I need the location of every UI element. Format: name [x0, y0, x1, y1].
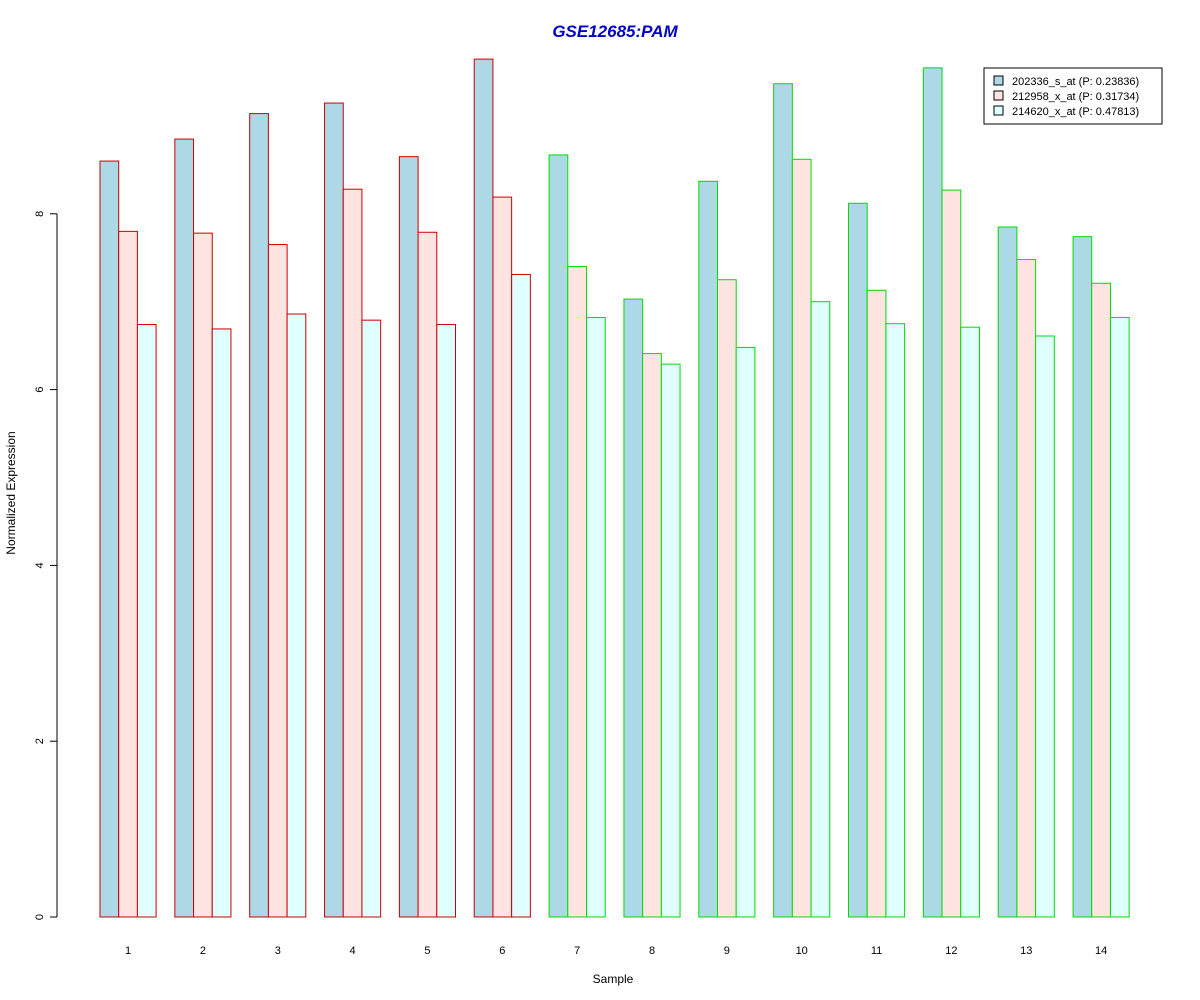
bar-sample-11-series-1 [848, 202, 868, 918]
bar-sample-13-series-3 [1035, 335, 1055, 918]
bar-sample-7-series-2 [567, 266, 587, 918]
legend-entry: 202336_s_at (P: 0.23836) [1012, 76, 1139, 88]
bar-sample-10-series-1 [773, 83, 793, 918]
y-axis: 0 2 4 6 8 [34, 211, 58, 920]
x-tick-label: 5 [424, 945, 430, 957]
bar-sample-8-series-1 [623, 298, 644, 918]
bar-sample-3-series-3 [286, 313, 307, 918]
bar-sample-1-series-1 [99, 160, 120, 918]
x-tick-label: 7 [574, 945, 580, 957]
y-axis-label: Normalized Expression [4, 431, 18, 554]
bar-sample-7-series-1 [548, 154, 569, 918]
bar-sample-14-series-1 [1072, 236, 1093, 918]
bar-sample-12-series-1 [922, 67, 943, 918]
x-tick-label: 2 [200, 945, 206, 957]
bar-sample-8-series-3 [660, 363, 681, 918]
bars-group [99, 58, 1130, 918]
bar-sample-4-series-1 [324, 102, 344, 918]
x-tick-label: 1 [125, 945, 131, 957]
y-tick-label: 0 [34, 914, 46, 920]
x-tick-label: 6 [499, 945, 505, 957]
bar-sample-2-series-3 [211, 328, 232, 918]
bar-sample-10-series-3 [810, 301, 831, 918]
bar-sample-14-series-2 [1091, 282, 1111, 918]
bar-sample-4-series-2 [342, 188, 363, 918]
bar-sample-5-series-1 [398, 156, 419, 918]
bar-sample-2-series-2 [193, 232, 213, 918]
bar-sample-4-series-3 [361, 319, 382, 918]
x-tick-label: 12 [945, 945, 957, 957]
x-tick-label: 3 [275, 945, 281, 957]
bar-sample-9-series-2 [717, 279, 737, 918]
bar-sample-8-series-2 [642, 353, 662, 918]
bar-sample-5-series-2 [417, 231, 438, 918]
legend: 202336_s_at (P: 0.23836) 212958_x_at (P: … [983, 67, 1163, 125]
x-tick-label: 13 [1020, 945, 1032, 957]
x-tick-label: 9 [724, 945, 730, 957]
bar-sample-11-series-2 [866, 289, 887, 918]
y-tick-label: 6 [34, 387, 46, 393]
bar-sample-13-series-1 [997, 226, 1018, 918]
x-tick-label: 14 [1095, 945, 1107, 957]
bar-sample-9-series-3 [735, 346, 756, 918]
bar-sample-1-series-3 [136, 324, 157, 918]
bar-sample-3-series-2 [267, 244, 288, 918]
bar-sample-5-series-3 [436, 324, 456, 918]
y-tick-label: 2 [34, 738, 46, 744]
legend-entry: 214620_x_at (P: 0.47813) [1012, 106, 1139, 118]
bar-sample-11-series-3 [885, 323, 906, 918]
chart-title: GSE12685:PAM [552, 22, 678, 41]
bar-sample-9-series-1 [698, 180, 718, 918]
legend-swatch [993, 90, 1004, 101]
y-tick-label: 8 [34, 211, 46, 217]
bar-sample-6-series-1 [473, 58, 494, 918]
bar-sample-10-series-2 [791, 158, 812, 918]
bar-sample-12-series-3 [960, 326, 980, 918]
x-tick-label: 4 [350, 945, 356, 957]
x-tick-label: 8 [649, 945, 655, 957]
legend-box [983, 67, 1163, 125]
x-tick-label: 10 [796, 945, 808, 957]
bar-sample-14-series-3 [1109, 317, 1130, 918]
x-tick-label: 11 [871, 945, 882, 957]
legend-entry: 212958_x_at (P: 0.31734) [1012, 91, 1139, 103]
bar-sample-6-series-3 [511, 273, 531, 918]
bar-sample-6-series-2 [492, 196, 513, 918]
y-tick-label: 4 [34, 562, 46, 568]
bar-sample-12-series-2 [941, 189, 962, 918]
bar-sample-1-series-2 [118, 230, 138, 918]
x-tick-labels: 1 2 3 4 5 6 7 8 9 10 11 12 13 14 [125, 945, 1107, 957]
bar-sample-7-series-3 [586, 317, 606, 918]
legend-swatch [993, 105, 1004, 116]
bar-sample-3-series-1 [249, 113, 269, 918]
legend-swatch [993, 75, 1004, 86]
x-axis-label: Sample [593, 972, 634, 986]
bar-sample-2-series-1 [174, 138, 195, 918]
bar-sample-13-series-2 [1016, 259, 1037, 918]
